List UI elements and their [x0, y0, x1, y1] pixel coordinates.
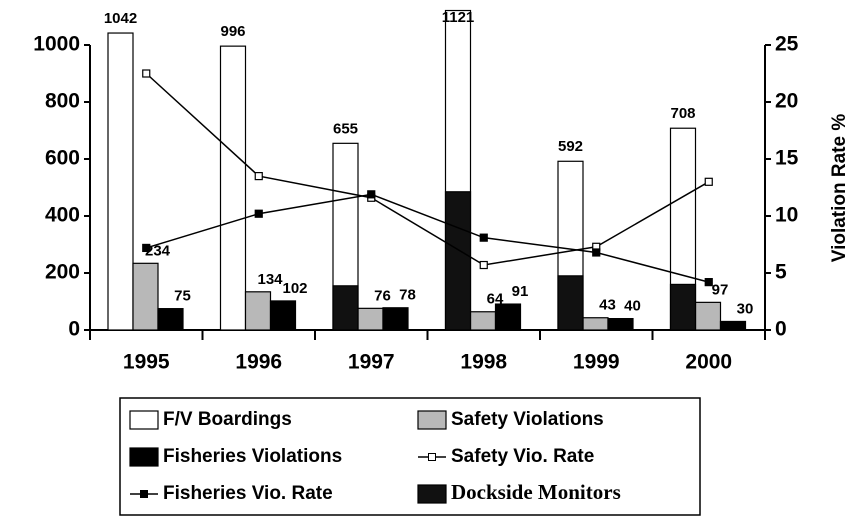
value-label: 91: [512, 283, 529, 300]
value-label: 30: [737, 300, 754, 317]
x-tick-label: 1998: [460, 351, 507, 374]
bar: [219, 45, 247, 331]
legend-label: Dockside Monitors: [451, 480, 621, 504]
value-label: 40: [624, 298, 641, 315]
bar: [669, 283, 697, 331]
y-tick-label: 800: [45, 90, 80, 113]
y-tick-label: 1000: [33, 33, 80, 56]
x-tick-label: 2000: [685, 351, 732, 374]
y2-tick-label: 0: [775, 318, 787, 341]
rate-marker: [254, 209, 263, 218]
legend-swatch: [417, 410, 447, 430]
legend-label: Safety Vio. Rate: [451, 446, 594, 467]
legend-label: Safety Violations: [451, 409, 604, 430]
rate-line: [145, 72, 710, 266]
legend-swatch: [129, 447, 159, 467]
y2-tick-label: 20: [775, 90, 798, 113]
bar: [382, 307, 409, 331]
rate-line: [146, 193, 709, 283]
bar: [107, 32, 134, 331]
value-label: 996: [220, 23, 245, 40]
value-label: 655: [333, 120, 358, 137]
value-label: 1042: [104, 10, 137, 27]
rate-marker: [142, 69, 151, 78]
legend-marker: [428, 453, 436, 461]
bar: [444, 191, 472, 331]
value-label: 708: [670, 105, 695, 122]
bar: [332, 285, 359, 331]
rate-marker: [704, 177, 713, 186]
y-tick-label: 600: [45, 147, 80, 170]
value-label: 75: [174, 288, 191, 305]
y2-axis-label: Violation Rate %: [829, 114, 850, 263]
y2-tick-label: 10: [775, 204, 798, 227]
x-tick-label: 1996: [235, 351, 282, 374]
y-tick-label: 400: [45, 204, 80, 227]
value-label: 43: [599, 297, 616, 314]
bar: [494, 303, 522, 331]
y2-tick-label: 15: [775, 147, 799, 170]
legend-swatch: [129, 410, 159, 430]
bar: [357, 307, 384, 331]
rate-marker: [704, 278, 713, 287]
value-label: 134: [257, 271, 283, 288]
value-label: 97: [712, 281, 729, 298]
legend-swatch: [417, 484, 447, 504]
legend-label: Fisheries Violations: [163, 446, 342, 467]
bar: [719, 320, 747, 331]
bar: [132, 262, 159, 331]
x-tick-label: 1995: [123, 351, 170, 374]
bar: [557, 275, 584, 331]
legend-box: [119, 397, 701, 516]
bar: [269, 300, 297, 331]
rate-marker: [479, 233, 488, 242]
rate-marker: [254, 172, 263, 181]
rate-marker: [367, 190, 376, 199]
y2-tick-label: 25: [775, 33, 799, 56]
x-tick-label: 1997: [348, 351, 395, 374]
bar: [582, 317, 609, 331]
legend-label: F/V Boardings: [163, 409, 292, 430]
value-label: 78: [399, 287, 416, 304]
y2-tick-label: 5: [775, 261, 787, 284]
value-label: 102: [282, 280, 307, 297]
value-label: 76: [374, 287, 391, 304]
y-tick-label: 0: [68, 318, 80, 341]
rate-marker: [479, 260, 488, 270]
legend-marker: [140, 490, 148, 498]
value-label: 592: [558, 138, 583, 155]
bar: [607, 318, 634, 331]
x-tick-label: 1999: [573, 351, 620, 374]
legend-label: Fisheries Vio. Rate: [163, 483, 333, 504]
bar: [694, 301, 722, 331]
y-tick-label: 200: [45, 261, 80, 284]
bar: [469, 311, 497, 331]
bar: [244, 291, 272, 331]
bar: [157, 308, 184, 331]
rate-marker: [592, 248, 601, 257]
value-label: 1121: [442, 9, 475, 26]
rate-marker: [142, 243, 151, 253]
